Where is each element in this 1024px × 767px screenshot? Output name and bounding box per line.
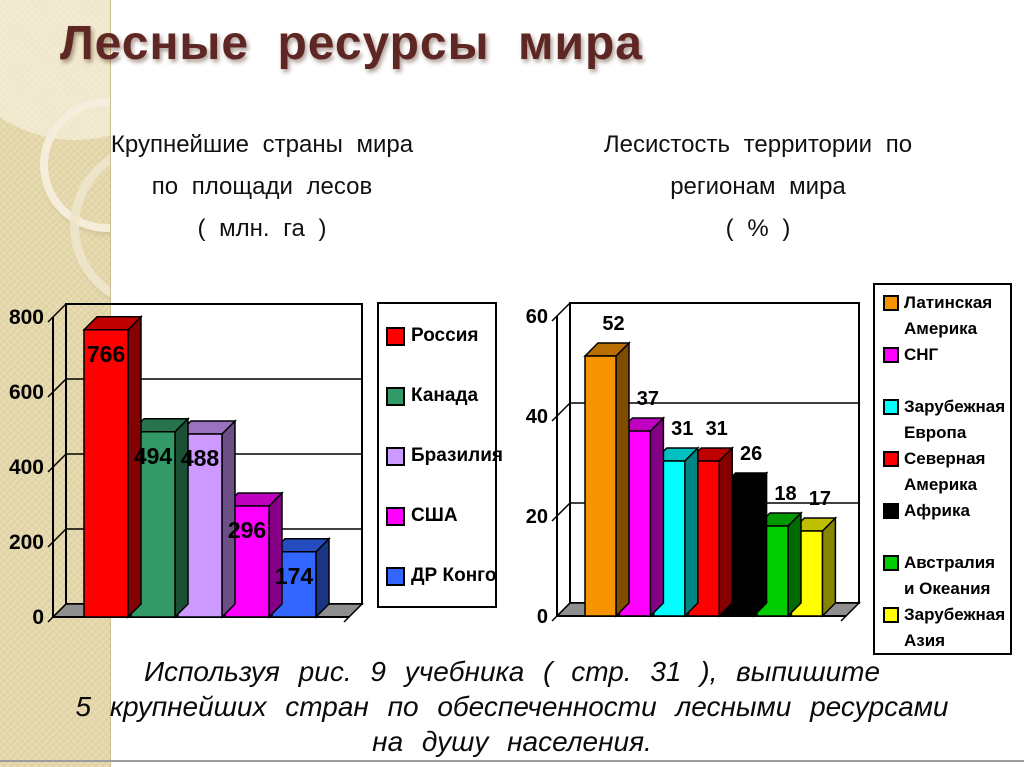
legend-swatch-2 [883, 347, 899, 363]
value-label: 174 [275, 563, 314, 589]
value-label: 52 [602, 313, 624, 335]
bar-side [752, 471, 768, 618]
legend-item: Россия [386, 306, 495, 366]
legend-label: Россия [411, 325, 479, 346]
left-chart-title: Крупнейшие страны мира по площади лесов … [68, 124, 456, 250]
legend-label: Австралия и Океания [904, 553, 996, 598]
legend-swatch-5 [883, 503, 899, 519]
legend-item: Австралия и Океания [883, 550, 1010, 602]
left-chart-title-line1: Крупнейшие страны мира [110, 131, 414, 158]
y-tick [551, 502, 571, 522]
value-label: 296 [228, 517, 266, 543]
legend-item: Африка [883, 498, 1010, 550]
task-text-line1: Используя рис. 9 учебника ( стр. 31 ), в… [143, 656, 881, 687]
y-axis-label: 200 [9, 531, 44, 554]
legend-swatch-4 [883, 451, 899, 467]
legend-swatch-7 [883, 607, 899, 623]
legend-label: США [411, 505, 458, 526]
y-axis-label: 40 [526, 406, 548, 428]
value-label: 26 [740, 443, 762, 465]
legend-label: Бразилия [411, 445, 504, 466]
legend-swatch-3 [386, 446, 405, 466]
legend-label: Латинская Америка [904, 293, 993, 338]
legend-item: Бразилия [386, 426, 503, 486]
y-tick [47, 378, 67, 398]
task-text-line2: 5 крупнейших стран по обеспеченности лес… [75, 691, 949, 722]
value-label: 37 [637, 388, 659, 410]
right-chart: 0 20 40 60 52 37 31 31 26 18 17 [526, 302, 861, 628]
legend-swatch-1 [883, 295, 899, 311]
legend-swatch-2 [386, 386, 405, 406]
legend-label: СНГ [904, 345, 939, 364]
legend-item: Зарубежная Азия [883, 602, 1010, 654]
y-axis-label: 20 [526, 506, 548, 528]
legend-item: СНГ [883, 342, 1010, 394]
bar-side [718, 446, 733, 618]
legend-swatch-4 [386, 506, 405, 526]
legend-label: Канада [411, 385, 479, 406]
value-label: 31 [671, 418, 693, 440]
legend-item: США [386, 486, 495, 546]
bar-side [268, 491, 283, 619]
bar-side [821, 516, 837, 618]
value-label: 766 [87, 341, 125, 367]
value-label: 17 [809, 488, 831, 510]
legend-label: Северная Америка [904, 449, 986, 494]
y-axis-label: 600 [9, 381, 44, 404]
right-chart-title: Лесистость территории по регионам мира (… [562, 124, 954, 250]
value-label: 494 [134, 443, 173, 469]
left-chart-title-line3: ( млн. га ) [197, 215, 327, 242]
legend-label: Зарубежная Европа [904, 397, 1006, 442]
bar-side [787, 511, 802, 618]
left-chart: 0 200 400 600 800 766 494 488 296 174 [9, 303, 364, 629]
legend-swatch-1 [386, 326, 405, 346]
task-text: Используя рис. 9 учебника ( стр. 31 ), в… [0, 654, 1024, 759]
legend-item: Канада [386, 366, 495, 426]
right-chart-title-line3: ( % ) [725, 215, 791, 242]
bar-side [684, 446, 699, 618]
slide-title: Лесные ресурсы мира [60, 17, 643, 70]
bar-side [615, 341, 630, 618]
y-tick [47, 603, 67, 623]
right-chart-legend: Латинская Америка СНГ Зарубежная Европа Сев… [873, 283, 1012, 655]
bar-side [649, 416, 665, 618]
y-axis-label: 0 [537, 606, 548, 628]
y-axis-label: 0 [32, 606, 44, 629]
legend-item: Латинская Америка [883, 290, 1010, 342]
legend-swatch-6 [883, 555, 899, 571]
legend-label: Африка [904, 501, 970, 520]
bottom-divider [0, 760, 1024, 762]
y-tick [47, 453, 67, 473]
value-label: 31 [706, 418, 728, 440]
legend-item: ДР Конго [386, 546, 497, 606]
value-label: 488 [181, 445, 220, 471]
legend-label: ДР Конго [411, 565, 497, 586]
y-axis-label: 60 [526, 306, 548, 328]
y-tick [551, 602, 571, 622]
y-tick [551, 302, 571, 322]
legend-item: Северная Америка [883, 446, 1010, 498]
left-chart-legend: Россия Канада Бразилия США ДР Конго [377, 302, 503, 608]
legend-swatch-3 [883, 399, 899, 415]
legend-item: Зарубежная Европа [883, 394, 1010, 446]
right-chart-title-line2: регионам мира [670, 173, 846, 200]
y-axis-label: 400 [9, 456, 44, 479]
legend-label: Зарубежная Азия [904, 605, 1006, 650]
bar-1 [83, 329, 129, 618]
right-chart-title-line1: Лесистость территории по [603, 131, 913, 158]
left-chart-title-line2: по площади лесов [151, 173, 373, 200]
y-tick [551, 402, 571, 422]
y-tick [47, 528, 67, 548]
legend-swatch-5 [386, 566, 405, 586]
bar-1 [584, 355, 617, 617]
y-axis-label: 800 [9, 306, 44, 329]
task-text-line3: на душу населения. [372, 726, 652, 757]
value-label: 18 [774, 483, 796, 505]
y-tick [47, 303, 67, 323]
